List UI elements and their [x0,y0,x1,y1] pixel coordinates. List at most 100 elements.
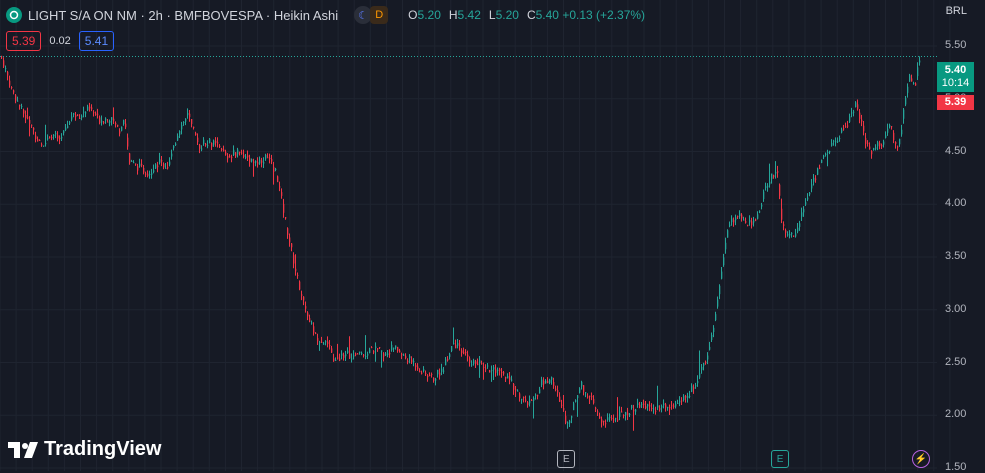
candle-body [89,106,91,109]
candle-body [483,366,485,368]
candle-body [631,405,633,409]
candle-body [613,419,615,421]
candle-body [175,143,177,146]
candle-body [103,121,105,123]
sell-button[interactable]: 5.39 [6,31,42,51]
candle-body [321,341,323,343]
candle-body [569,420,571,424]
candle-body [781,208,783,220]
earnings-marker[interactable]: E [557,450,576,468]
candle-body [707,355,709,360]
candle-body [383,353,385,357]
candle-body [807,197,809,200]
candle-body [465,352,467,354]
candle-body [561,404,563,406]
candle-body [541,379,543,385]
candle-body [109,121,111,123]
candle-body [473,360,475,364]
candle-body [527,402,529,406]
candle-body [889,125,891,128]
candle-body [219,145,221,147]
price-tick-label: 1.50 [945,461,967,473]
candle-body [623,415,625,417]
candle-body [433,377,435,381]
delay-icon[interactable]: D [370,6,389,24]
candle-body [897,146,899,148]
candle-body [293,255,295,264]
tradingview-logo[interactable]: TradingView [8,438,161,461]
candle-body [475,361,477,364]
currency-label[interactable]: BRL [945,5,967,17]
candle-body [181,125,183,130]
candle-body [883,141,885,145]
candle-body [157,165,159,168]
candle-body [621,411,623,413]
candle-body [281,192,283,196]
spread-value: 0.02 [49,35,71,47]
candle-body [799,223,801,227]
candle-body [117,124,119,127]
candle-body [655,410,657,412]
candle-body [163,163,165,168]
candle-body [595,407,597,410]
candle-body [821,159,823,163]
price-tick-label: 4.50 [945,144,967,157]
candle-body [555,388,557,390]
candle-body [711,334,713,340]
buy-button[interactable]: 5.41 [78,31,115,51]
bar-countdown: 10:14 [941,77,970,89]
candle-body [517,390,519,392]
candle-body [353,355,355,357]
candle-body [23,109,25,114]
candle-body [53,134,55,137]
candle-body [755,219,757,221]
symbol-icon[interactable] [6,7,22,23]
candle-body [477,363,479,365]
candle-body [589,395,591,397]
candle-body [583,385,585,392]
candle-body [241,152,243,154]
event-marker[interactable]: ⚡ [911,450,930,468]
candle-body [643,403,645,406]
candle-body [851,112,853,114]
candle-body [705,361,707,364]
candle-body [895,141,897,144]
candle-body [285,217,287,219]
symbol-title[interactable]: LIGHT S/A ON NM · 2h · BMFBOVESPA · Heik… [28,7,339,23]
candle-body [809,192,811,195]
candle-body [291,243,293,248]
candle-body [327,341,329,344]
candle-body [1,56,3,58]
candles [1,55,921,431]
candle-body [879,143,881,146]
candle-body [15,95,17,101]
earnings-marker[interactable]: E [771,450,790,468]
candle-body [877,142,879,147]
candle-body [759,211,761,213]
candle-body [767,185,769,188]
moon-icon[interactable]: ☾ [354,6,373,24]
candle-body [345,354,347,357]
ohlc-open-key: O [408,8,418,22]
candle-body [795,233,797,237]
candle-body [203,139,205,144]
candle-body [837,141,839,143]
candle-body [423,369,425,371]
candle-body [141,163,143,166]
candle-body [841,129,843,133]
candle-body [455,344,457,349]
candle-body [753,220,755,223]
candle-body [657,405,659,408]
price-tick-label: 2.50 [945,355,967,368]
candle-body [683,395,685,401]
candle-body [679,400,681,403]
candle-body [873,147,875,150]
candle-body [403,354,405,356]
candle-body [11,87,13,89]
candle-body [279,186,281,188]
candle-body [185,118,187,122]
candle-body [741,214,743,219]
tradingview-logo-icon [8,441,38,458]
candle-body [151,172,153,175]
